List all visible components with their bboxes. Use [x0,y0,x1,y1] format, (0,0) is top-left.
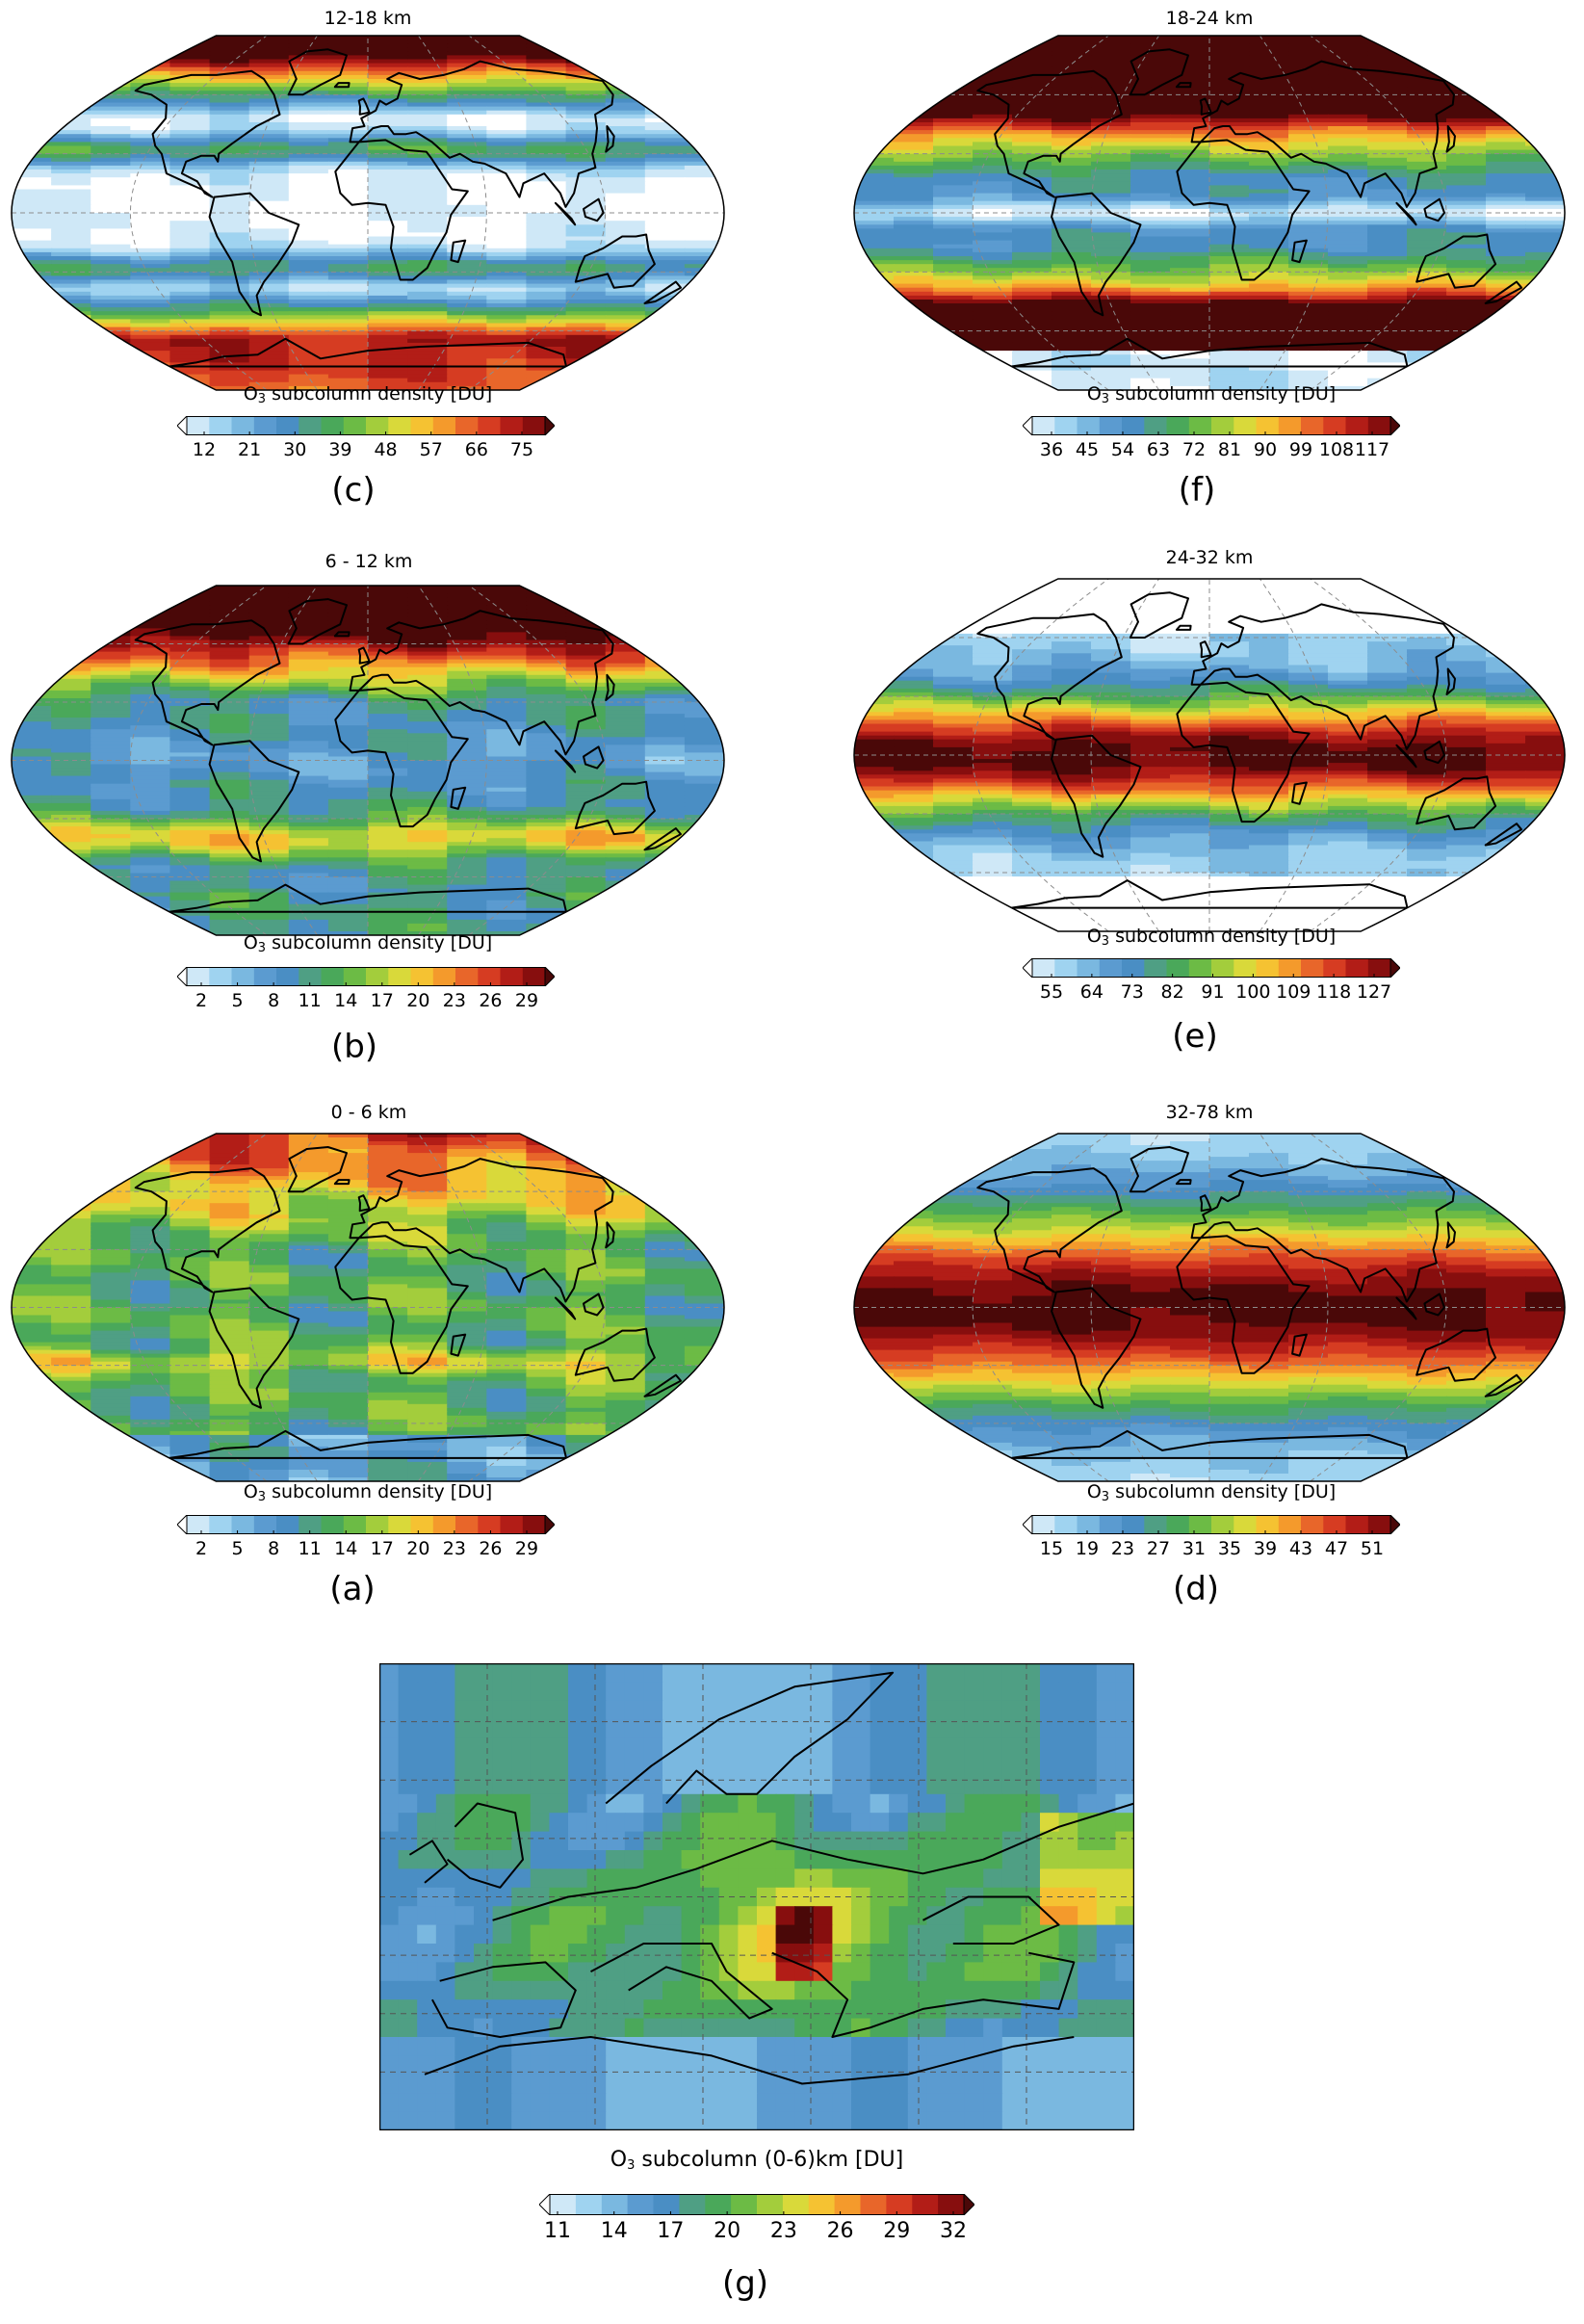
colorbar-tick: 20 [406,1538,430,1559]
colorbar-tick: 31 [1182,1538,1207,1559]
colorbar-tick: 17 [370,1538,394,1559]
panel-label: (e) [1172,1017,1218,1056]
map-b [11,585,725,936]
colorbar-tick: 99 [1288,439,1313,460]
colorbar-title: O3 subcolumn density [DU] [1086,1481,1337,1504]
panel-title: 0 - 6 km [330,1102,407,1123]
panel-label: (g) [721,2264,769,2303]
colorbar-d [1023,1515,1400,1534]
map-d [853,1133,1566,1482]
colorbar-tick: 108 [1318,439,1355,460]
colorbar-tick: 11 [544,2219,571,2243]
map-a [11,1133,725,1482]
colorbar-tick: 72 [1182,439,1207,460]
colorbar-tick: 14 [334,990,358,1011]
colorbar-tick: 64 [1079,981,1104,1003]
colorbar-a [177,1515,555,1534]
colorbar-g [539,2194,974,2215]
colorbar-tick: 17 [370,990,394,1011]
colorbar-tick: 14 [600,2219,628,2243]
colorbar-tick: 15 [1039,1538,1064,1559]
colorbar-c [177,416,555,435]
colorbar-title: O3 subcolumn density [DU] [1086,383,1337,406]
colorbar-b [177,967,555,986]
colorbar-tick: 100 [1235,981,1271,1003]
map-f [853,35,1566,391]
colorbar-tick: 2 [195,990,208,1011]
colorbar-tick: 127 [1356,981,1392,1003]
colorbar-title: O3 subcolumn density [DU] [1086,926,1337,949]
colorbar-tick: 39 [328,439,352,460]
colorbar-tick: 20 [406,990,430,1011]
colorbar-tick: 2 [195,1538,208,1559]
colorbar-tick: 19 [1075,1538,1100,1559]
panel-label: (a) [329,1570,376,1608]
colorbar-tick: 20 [714,2219,741,2243]
colorbar-tick: 8 [268,1538,280,1559]
colorbar-tick: 73 [1120,981,1144,1003]
colorbar-tick: 29 [514,990,539,1011]
panel-title: 6 - 12 km [325,551,413,572]
colorbar-tick: 39 [1253,1538,1278,1559]
colorbar-tick: 23 [442,990,466,1011]
panel-label: (d) [1172,1570,1220,1608]
colorbar-tick: 32 [940,2219,967,2243]
colorbar-tick: 17 [657,2219,685,2243]
colorbar-tick: 75 [509,439,534,460]
map-c [11,35,725,391]
colorbar-tick: 82 [1160,981,1184,1003]
colorbar-tick: 14 [334,1538,358,1559]
colorbar-tick: 12 [192,439,217,460]
colorbar-tick: 35 [1217,1538,1242,1559]
colorbar-tick: 55 [1039,981,1064,1003]
colorbar-tick: 47 [1324,1538,1349,1559]
panel-label: (b) [330,1028,378,1066]
colorbar-tick: 117 [1354,439,1390,460]
colorbar-tick: 8 [268,990,280,1011]
colorbar-tick: 43 [1288,1538,1313,1559]
colorbar-tick: 29 [514,1538,539,1559]
colorbar-tick: 26 [479,1538,503,1559]
colorbar-title: O3 subcolumn (0-6)km [DU] [610,2148,904,2173]
colorbar-tick: 11 [298,1538,322,1559]
colorbar-tick: 11 [298,990,322,1011]
colorbar-e [1023,958,1400,978]
colorbar-title: O3 subcolumn density [DU] [243,383,493,406]
colorbar-tick: 27 [1146,1538,1171,1559]
colorbar-tick: 21 [238,439,262,460]
colorbar-tick: 51 [1360,1538,1385,1559]
colorbar-tick: 26 [826,2219,854,2243]
colorbar-tick: 66 [464,439,488,460]
map-e [853,578,1566,932]
colorbar-tick: 23 [442,1538,466,1559]
map-g [379,1663,1134,2130]
colorbar-tick: 23 [769,2219,797,2243]
panel-title: 18-24 km [1165,8,1254,29]
colorbar-tick: 118 [1315,981,1352,1003]
colorbar-tick: 90 [1253,439,1278,460]
colorbar-tick: 63 [1146,439,1171,460]
colorbar-title: O3 subcolumn density [DU] [243,1481,493,1504]
colorbar-tick: 30 [283,439,307,460]
panel-label: (f) [1178,471,1216,509]
colorbar-tick: 26 [479,990,503,1011]
panel-title: 32-78 km [1165,1102,1254,1123]
panel-label: (c) [331,471,376,509]
panel-title: 24-32 km [1165,547,1254,568]
colorbar-tick: 29 [883,2219,911,2243]
colorbar-title: O3 subcolumn density [DU] [243,932,493,955]
colorbar-tick: 48 [374,439,398,460]
colorbar-f [1023,416,1400,435]
colorbar-tick: 23 [1110,1538,1135,1559]
colorbar-tick: 45 [1075,439,1100,460]
colorbar-tick: 109 [1276,981,1311,1003]
colorbar-tick: 5 [231,1538,244,1559]
colorbar-tick: 36 [1039,439,1064,460]
colorbar-tick: 91 [1201,981,1225,1003]
colorbar-tick: 5 [231,990,244,1011]
colorbar-tick: 57 [419,439,443,460]
panel-title: 12-18 km [324,8,412,29]
colorbar-tick: 81 [1217,439,1242,460]
colorbar-tick: 54 [1110,439,1135,460]
